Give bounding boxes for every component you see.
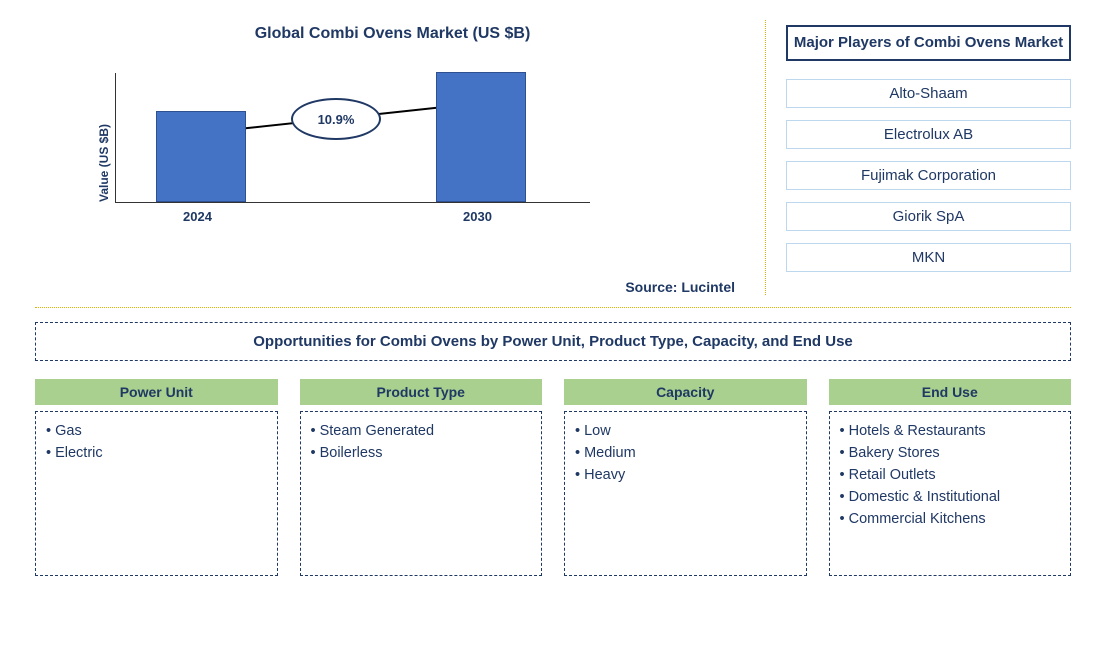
opportunities-title: Opportunities for Combi Ovens by Power U…	[35, 322, 1071, 361]
category-items: • Steam Generated• Boilerless	[300, 411, 543, 576]
section-divider	[35, 307, 1071, 308]
player-item: MKN	[786, 243, 1071, 272]
x-label-2024: 2024	[183, 209, 212, 224]
category-item: • Heavy	[575, 464, 796, 486]
bar-2024	[156, 111, 246, 202]
category-column: Capacity • Low• Medium• Heavy	[564, 379, 807, 576]
growth-rate-badge: 10.9%	[291, 98, 381, 140]
categories-row: Power Unit • Gas• Electric Product Type • S…	[35, 379, 1071, 576]
category-column: Power Unit • Gas• Electric	[35, 379, 278, 576]
players-title: Major Players of Combi Ovens Market	[786, 25, 1071, 61]
growth-rate-value: 10.9%	[318, 112, 355, 127]
category-item: • Gas	[46, 420, 267, 442]
category-item: • Commercial Kitchens	[840, 508, 1061, 530]
category-item: • Medium	[575, 442, 796, 464]
category-header: Product Type	[300, 379, 543, 405]
players-list: Alto-Shaam Electrolux AB Fujimak Corporati…	[786, 79, 1071, 272]
top-section: Global Combi Ovens Market (US $B) Value …	[35, 20, 1071, 295]
category-items: • Hotels & Restaurants• Bakery Stores• R…	[829, 411, 1072, 576]
category-item: • Domestic & Institutional	[840, 486, 1061, 508]
category-items: • Gas• Electric	[35, 411, 278, 576]
y-axis-label: Value (US $B)	[97, 124, 111, 202]
player-item: Fujimak Corporation	[786, 161, 1071, 190]
chart-title: Global Combi Ovens Market (US $B)	[35, 25, 750, 43]
category-item: • Electric	[46, 442, 267, 464]
category-header: End Use	[829, 379, 1072, 405]
category-item: • Steam Generated	[311, 420, 532, 442]
player-item: Alto-Shaam	[786, 79, 1071, 108]
category-column: Product Type • Steam Generated• Boilerles…	[300, 379, 543, 576]
chart-panel: Global Combi Ovens Market (US $B) Value …	[35, 20, 766, 295]
source-label: Source: Lucintel	[625, 279, 735, 295]
category-item: • Hotels & Restaurants	[840, 420, 1061, 442]
category-item: • Retail Outlets	[840, 464, 1061, 486]
bar-2030	[436, 72, 526, 202]
category-item: • Bakery Stores	[840, 442, 1061, 464]
player-item: Electrolux AB	[786, 120, 1071, 149]
category-column: End Use • Hotels & Restaurants• Bakery St…	[829, 379, 1072, 576]
player-item: Giorik SpA	[786, 202, 1071, 231]
category-item: • Boilerless	[311, 442, 532, 464]
category-header: Capacity	[564, 379, 807, 405]
bar-chart: Value (US $B) 10.9% 20242030	[115, 73, 750, 253]
players-panel: Major Players of Combi Ovens Market Alto…	[786, 20, 1071, 295]
category-item: • Low	[575, 420, 796, 442]
chart-plot-area: 10.9% 20242030	[115, 73, 590, 203]
category-header: Power Unit	[35, 379, 278, 405]
x-label-2030: 2030	[463, 209, 492, 224]
category-items: • Low• Medium• Heavy	[564, 411, 807, 576]
